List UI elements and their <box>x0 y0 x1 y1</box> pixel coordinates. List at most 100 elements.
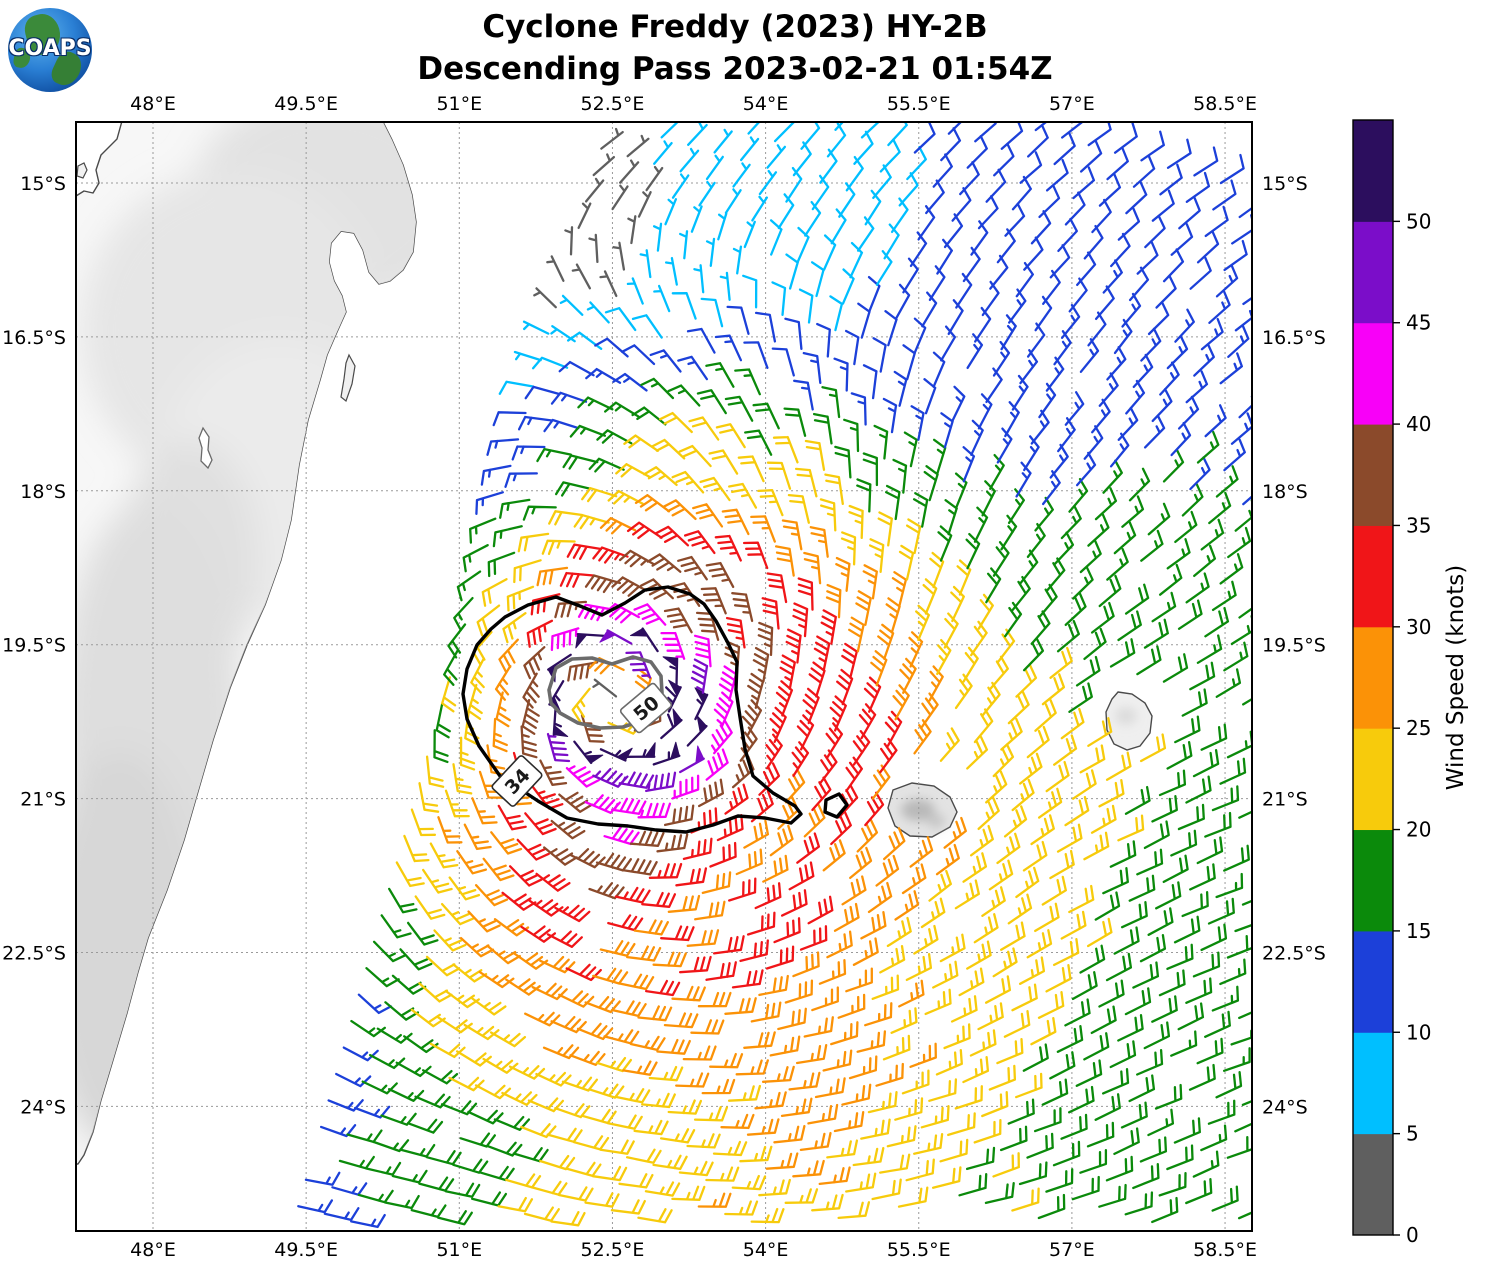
wind-barb <box>595 852 633 872</box>
wind-barb <box>607 914 644 932</box>
wind-barb <box>335 1072 372 1088</box>
wind-barb <box>1094 487 1118 521</box>
lon-tick-bottom: 55.5°E <box>887 1239 951 1261</box>
wind-barb <box>536 447 573 463</box>
wind-barb <box>1189 256 1212 290</box>
wind-barb <box>712 935 745 955</box>
wind-barb <box>1208 290 1231 324</box>
wind-barb <box>920 897 946 929</box>
wind-barb <box>837 784 859 819</box>
wind-barb <box>1060 910 1087 940</box>
wind-barb <box>947 299 964 336</box>
wind-barb <box>901 863 927 895</box>
wind-barb <box>603 1029 640 1045</box>
wind-barb <box>1045 760 1070 793</box>
wind-barb <box>1087 717 1113 747</box>
wind-barb <box>1117 1014 1144 1042</box>
wind-barb <box>935 1048 963 1076</box>
wind-barb <box>1196 836 1224 865</box>
lon-tick-bottom: 57°E <box>1049 1239 1095 1261</box>
wind-barb <box>811 986 839 1012</box>
colorbar-segment <box>1353 626 1393 729</box>
wind-barb <box>459 936 495 958</box>
lat-tick-right: 22.5°S <box>1262 943 1326 965</box>
wind-barb <box>985 567 1002 604</box>
wind-barb <box>784 979 814 1004</box>
wind-barb <box>977 593 994 630</box>
wind-barb <box>814 1077 846 1099</box>
wind-barb <box>671 470 705 494</box>
wind-barb <box>686 929 720 947</box>
lat-tick-right: 24°S <box>1262 1096 1308 1118</box>
wind-barb <box>1037 991 1065 1019</box>
axis-labels: 48°E 48°E 49.5°E 49.5°E 51°E 51°E 52.5°E 52.5°E… <box>2 93 1326 1261</box>
wind-barb <box>708 449 739 475</box>
lat-tick-right: 18°S <box>1262 481 1308 503</box>
wind-barb <box>1007 893 1033 925</box>
wind-barb <box>750 1001 782 1023</box>
wind-barb <box>695 611 720 641</box>
wind-barb <box>747 672 765 709</box>
wind-barb <box>1200 518 1225 551</box>
wind-barb <box>489 1031 527 1048</box>
wind-barb <box>1011 778 1035 812</box>
colorbar-segment <box>1353 525 1393 628</box>
wind-barb <box>1212 179 1237 211</box>
wind-barb <box>554 904 591 923</box>
wind-barb <box>387 1088 425 1102</box>
wind-barb <box>1049 849 1075 880</box>
wind-barb <box>1211 985 1240 1012</box>
wind-barb <box>1166 1144 1194 1171</box>
wind-barb-pennant <box>694 687 708 704</box>
wind-barb <box>966 940 992 970</box>
wind-barb <box>444 989 480 1009</box>
wind-barb <box>940 325 957 362</box>
wind-barb <box>860 1118 891 1140</box>
wind-barb <box>1072 566 1094 600</box>
wind-barb <box>966 333 984 370</box>
wind-barb <box>936 638 952 676</box>
wind-barb <box>1151 995 1178 1023</box>
wind-barb <box>576 1022 614 1041</box>
wind-barb <box>969 1029 997 1057</box>
wind-barb <box>1177 395 1200 430</box>
wind-barb <box>743 341 769 369</box>
wind-barb <box>482 1057 519 1074</box>
wind-barb <box>996 427 1013 464</box>
wind-barb <box>524 1011 561 1027</box>
colorbar-title: Wind Speed (knots) <box>1443 565 1469 790</box>
wind-barb <box>1193 343 1215 377</box>
wind-barb <box>992 743 1015 778</box>
wind-barb <box>1117 610 1142 642</box>
wind-barb <box>1083 1032 1110 1061</box>
wind-barb <box>761 1065 795 1083</box>
wind-barb <box>1200 923 1228 952</box>
wind-barb <box>471 797 498 825</box>
wind-barb <box>863 676 882 713</box>
wind-barb <box>818 958 847 985</box>
wind-barb <box>567 661 599 682</box>
wind-barb <box>845 967 873 993</box>
wind-barb <box>939 933 966 963</box>
wind-barb <box>830 1021 859 1046</box>
wind-barb <box>418 982 453 1003</box>
wind-barb <box>618 1173 654 1189</box>
wind-barb <box>1079 139 1103 173</box>
wind-barb <box>571 687 591 723</box>
wind-barb <box>780 1097 813 1118</box>
wind-barb <box>1219 757 1247 785</box>
wind-barb <box>569 424 607 438</box>
wind-barb <box>1185 370 1209 404</box>
wind-barb <box>887 122 908 147</box>
wind-barb <box>905 518 922 555</box>
wind-barb <box>1109 638 1136 668</box>
colorbar-segment <box>1353 120 1393 222</box>
wind-barb <box>909 231 928 268</box>
wind-barb <box>637 1005 673 1022</box>
wind-barb <box>645 165 664 192</box>
wind-barb <box>705 961 737 981</box>
wind-barb <box>864 189 882 226</box>
wind-barb <box>771 347 795 377</box>
wind-barb <box>1053 734 1078 766</box>
wind-barb <box>508 865 543 887</box>
